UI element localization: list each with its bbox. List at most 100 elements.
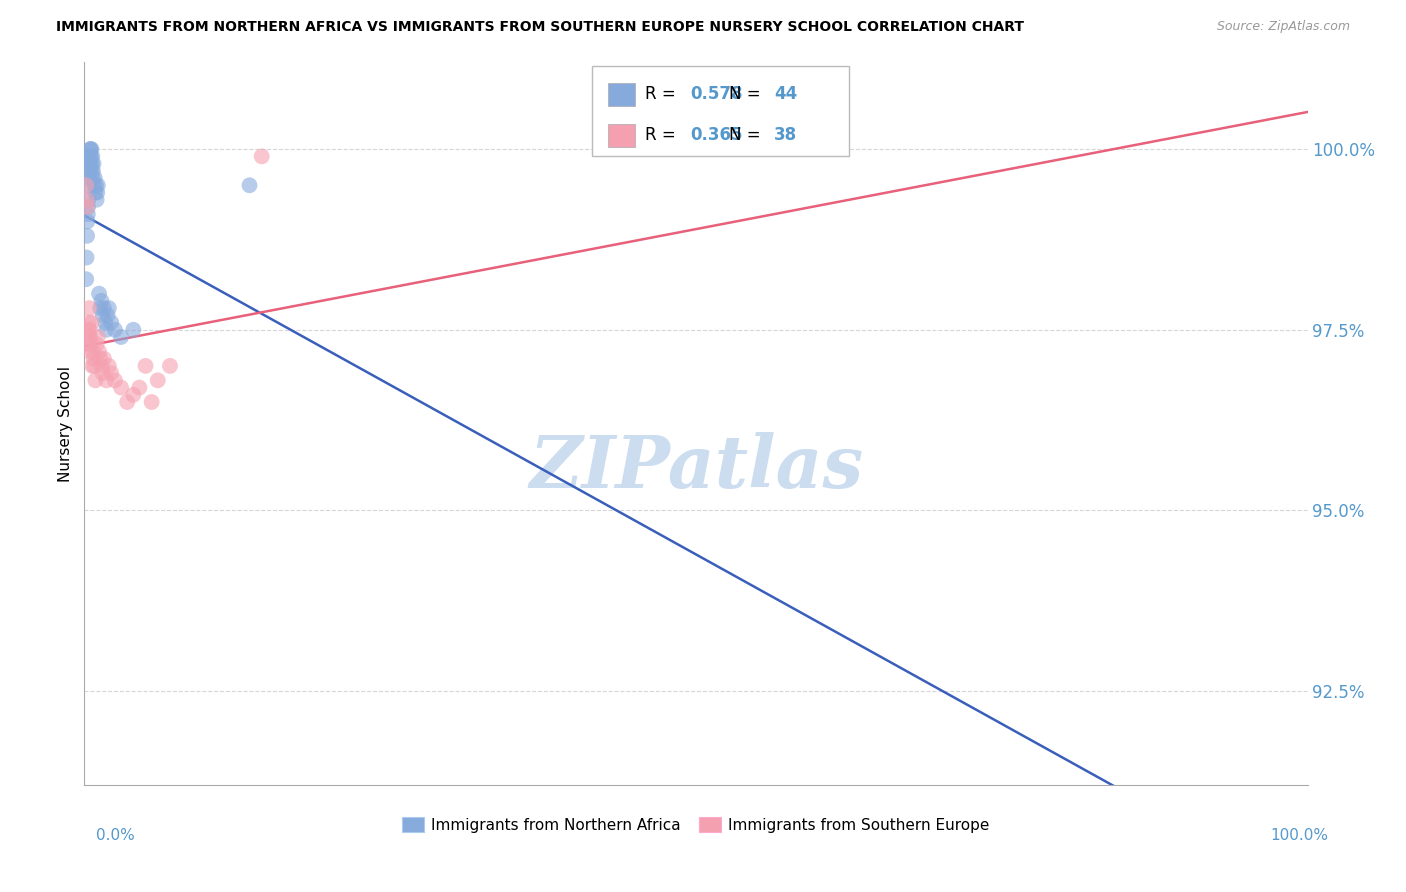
Point [83, 359, 105, 373]
Point [86, 193, 108, 207]
Point [77, 316, 100, 330]
Point [82, 344, 104, 359]
Point [83, 156, 105, 170]
Point [141, 395, 163, 409]
Point [79, 330, 101, 344]
Point [77, 171, 100, 186]
Text: 0.365: 0.365 [690, 126, 742, 145]
Point [97, 309, 120, 323]
Point [76, 207, 98, 221]
Point [91, 309, 114, 323]
FancyBboxPatch shape [607, 124, 636, 147]
Point [79, 156, 101, 170]
Point [77, 178, 100, 193]
Point [93, 301, 115, 315]
Point [79, 344, 101, 359]
Point [238, 178, 260, 193]
Text: R =: R = [644, 126, 681, 145]
Point [87, 330, 110, 344]
Point [79, 142, 101, 156]
Point [77, 330, 100, 344]
Text: 44: 44 [775, 85, 797, 103]
Point [104, 373, 127, 387]
Point [77, 337, 100, 351]
Point [110, 330, 132, 344]
Point [80, 156, 103, 170]
Point [100, 316, 122, 330]
Point [96, 323, 118, 337]
Point [86, 337, 108, 351]
Text: ZIPatlas: ZIPatlas [529, 432, 863, 502]
Point [89, 301, 111, 315]
Text: 38: 38 [775, 126, 797, 145]
Text: 100.0%: 100.0% [1271, 828, 1329, 843]
Point [91, 366, 114, 380]
Text: N =: N = [728, 126, 766, 145]
Point [80, 149, 103, 163]
Text: 0.578: 0.578 [690, 85, 742, 103]
Point [84, 373, 107, 387]
Point [84, 186, 107, 200]
Point [77, 200, 100, 214]
Text: 0.0%: 0.0% [96, 828, 135, 843]
Point [80, 142, 103, 156]
Point [80, 316, 103, 330]
Text: R =: R = [644, 85, 681, 103]
Point [83, 351, 105, 366]
Point [76, 200, 98, 214]
Point [80, 156, 103, 170]
Text: IMMIGRANTS FROM NORTHERN AFRICA VS IMMIGRANTS FROM SOUTHERN EUROPE NURSERY SCHOO: IMMIGRANTS FROM NORTHERN AFRICA VS IMMIG… [56, 20, 1024, 34]
Point [135, 359, 157, 373]
Point [94, 316, 117, 330]
Point [104, 323, 127, 337]
Point [87, 178, 110, 193]
Point [80, 337, 103, 351]
Point [93, 351, 115, 366]
Point [90, 359, 112, 373]
Point [122, 388, 145, 402]
Text: N =: N = [728, 85, 766, 103]
Point [77, 164, 100, 178]
Point [89, 351, 111, 366]
Legend: Immigrants from Northern Africa, Immigrants from Southern Europe: Immigrants from Northern Africa, Immigra… [396, 811, 995, 838]
Point [115, 395, 138, 409]
Point [97, 359, 120, 373]
Point [82, 359, 104, 373]
Point [159, 359, 181, 373]
Point [75, 272, 97, 286]
Point [87, 344, 110, 359]
Point [87, 286, 110, 301]
Point [79, 142, 101, 156]
Point [79, 323, 101, 337]
FancyBboxPatch shape [592, 66, 849, 156]
Point [122, 323, 145, 337]
Point [82, 171, 104, 186]
Point [100, 366, 122, 380]
Y-axis label: Nursery School: Nursery School [58, 366, 73, 482]
Point [146, 373, 169, 387]
Point [77, 301, 100, 315]
Point [76, 214, 98, 228]
Point [76, 251, 98, 265]
Text: Source: ZipAtlas.com: Source: ZipAtlas.com [1216, 20, 1350, 33]
Point [79, 149, 101, 163]
Point [83, 178, 105, 193]
Point [84, 178, 107, 193]
Point [250, 149, 273, 163]
Point [77, 193, 100, 207]
Point [76, 228, 98, 243]
Point [82, 164, 104, 178]
Point [77, 323, 100, 337]
FancyBboxPatch shape [607, 83, 636, 106]
Point [97, 301, 120, 315]
Point [86, 186, 108, 200]
Point [80, 164, 103, 178]
Point [75, 178, 97, 193]
Point [128, 381, 150, 395]
Point [96, 373, 118, 387]
Point [90, 293, 112, 308]
Point [110, 381, 132, 395]
Point [83, 171, 105, 186]
Point [82, 149, 104, 163]
Point [76, 193, 98, 207]
